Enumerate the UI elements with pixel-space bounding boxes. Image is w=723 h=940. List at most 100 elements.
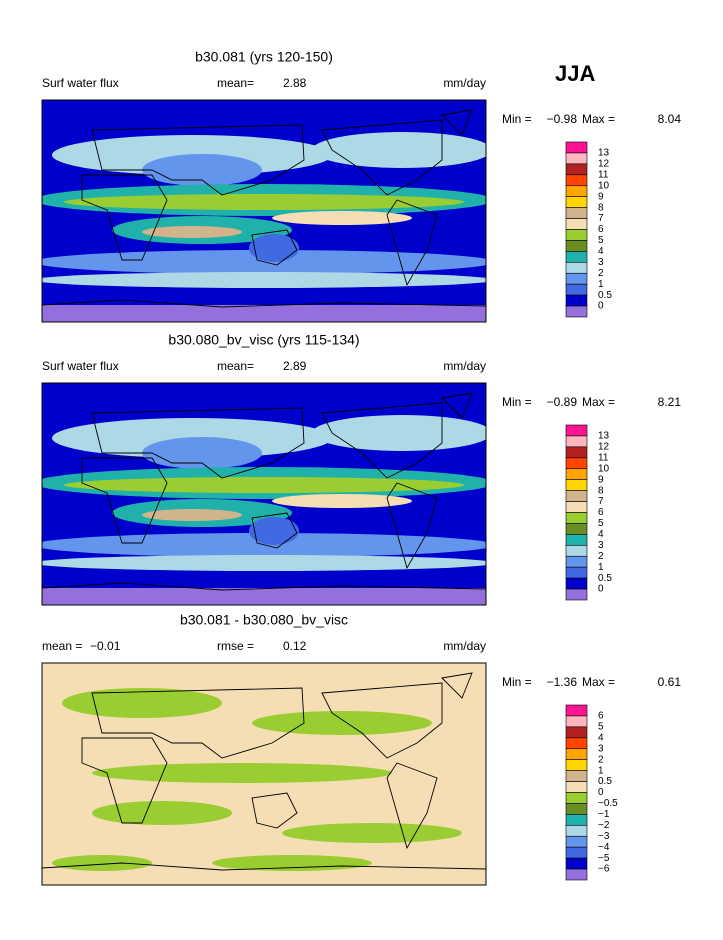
- max-label: Max =: [582, 112, 615, 126]
- colorbar-label: 6: [598, 711, 604, 722]
- colorbar-label: 3: [598, 540, 604, 551]
- colorbar-box: [565, 174, 588, 187]
- map-frame: [41, 662, 487, 886]
- colorbar-label: 4: [598, 246, 604, 257]
- colorbar-box: [565, 435, 588, 448]
- colorbar-label: 3: [598, 257, 604, 268]
- colorbar-box: [565, 566, 588, 579]
- mean-label: mean =: [42, 639, 82, 653]
- mean-label: mean=: [217, 76, 254, 90]
- colorbar-box: [565, 468, 588, 480]
- colorbar-label: 4: [598, 732, 604, 743]
- colorbar-label: 6: [598, 507, 604, 518]
- colorbar-label: −0.5: [598, 798, 618, 809]
- colorbar-box: [565, 825, 588, 837]
- colorbar-box: [565, 218, 588, 230]
- colorbar-label: −1: [598, 809, 610, 820]
- colorbar-box: [565, 737, 588, 750]
- colorbar-box: [565, 251, 588, 263]
- colorbar-box: [565, 152, 588, 165]
- map-frame: [41, 382, 487, 606]
- colorbar-label: 9: [598, 191, 604, 202]
- colorbar-box: [565, 835, 588, 848]
- colorbar-label: −4: [598, 842, 610, 853]
- colorbar-label: 1: [598, 279, 604, 290]
- colorbar-label: 2: [598, 754, 604, 765]
- units: mm/day: [443, 359, 486, 373]
- colorbar-box: [565, 770, 588, 782]
- colorbar-box: [565, 490, 588, 502]
- colorbar-box: [565, 305, 588, 318]
- map: [42, 100, 486, 322]
- min-label: Min =: [502, 675, 532, 689]
- map: [42, 383, 486, 605]
- field-name: Surf water flux: [42, 359, 119, 373]
- colorbar-box: [565, 163, 588, 176]
- panel-title: b30.080_bv_visc (yrs 115-134): [168, 332, 359, 348]
- colorbar-label: 13: [598, 148, 610, 159]
- colorbar-box: [565, 512, 588, 524]
- colorbar-box: [565, 501, 588, 513]
- colorbar-label: 2: [598, 551, 604, 562]
- colorbar-box: [565, 792, 588, 804]
- colorbar-label: −5: [598, 853, 610, 864]
- colorbar-label: 3: [598, 743, 604, 754]
- colorbar-box: [565, 457, 588, 470]
- colorbar-box: [565, 545, 588, 557]
- colorbar-label: 2: [598, 268, 604, 279]
- max-label: Max =: [582, 395, 615, 409]
- rmse-value: 0.12: [283, 639, 307, 653]
- colorbar-box: [565, 715, 588, 728]
- max-label: Max =: [582, 675, 615, 689]
- mean-value: 2.88: [283, 76, 307, 90]
- colorbar-box: [565, 479, 588, 491]
- colorbar-box: [565, 424, 588, 437]
- colorbar-box: [565, 534, 588, 546]
- colorbar-box: [565, 523, 588, 535]
- map-frame: [41, 99, 487, 323]
- colorbar-label: 7: [598, 496, 604, 507]
- colorbar-label: 5: [598, 722, 604, 733]
- map: [42, 663, 486, 885]
- colorbar-label: 12: [598, 442, 610, 453]
- max-value: 8.21: [658, 395, 682, 409]
- colorbar-box: [565, 207, 588, 219]
- colorbar-box: [565, 814, 588, 826]
- colorbar-label: 7: [598, 213, 604, 224]
- colorbar-box: [565, 262, 588, 274]
- colorbar-box: [565, 555, 588, 568]
- colorbar-box: [565, 185, 588, 197]
- colorbar-box: [565, 726, 588, 739]
- colorbar-label: 9: [598, 474, 604, 485]
- colorbar-label: 0.5: [598, 776, 612, 787]
- mean-label: mean=: [217, 359, 254, 373]
- colorbar-box: [565, 857, 588, 870]
- units: mm/day: [443, 76, 486, 90]
- rmse-label: rmse =: [217, 639, 254, 653]
- mean-value: −0.01: [90, 639, 121, 653]
- colorbar-box: [565, 588, 588, 601]
- colorbar-box: [565, 759, 588, 771]
- max-value: 8.04: [658, 112, 682, 126]
- colorbar-box: [565, 240, 588, 252]
- colorbar-box: [565, 846, 588, 859]
- colorbar-label: 12: [598, 159, 610, 170]
- min-label: Min =: [502, 395, 532, 409]
- colorbar-box: [565, 704, 588, 717]
- colorbar-box: [565, 294, 588, 307]
- colorbar-label: 0: [598, 787, 604, 798]
- colorbar-label: 0.5: [598, 290, 612, 301]
- colorbar-box: [565, 141, 588, 154]
- colorbar-box: [565, 803, 588, 815]
- min-label: Min =: [502, 112, 532, 126]
- field-name: Surf water flux: [42, 76, 119, 90]
- colorbar-label: 8: [598, 202, 604, 213]
- min-value: −0.89: [547, 395, 578, 409]
- colorbar-box: [565, 577, 588, 590]
- colorbar-label: 1: [598, 562, 604, 573]
- colorbar-label: 4: [598, 529, 604, 540]
- colorbar-box: [565, 283, 588, 296]
- colorbar-box: [565, 781, 588, 793]
- colorbar-box: [565, 272, 588, 285]
